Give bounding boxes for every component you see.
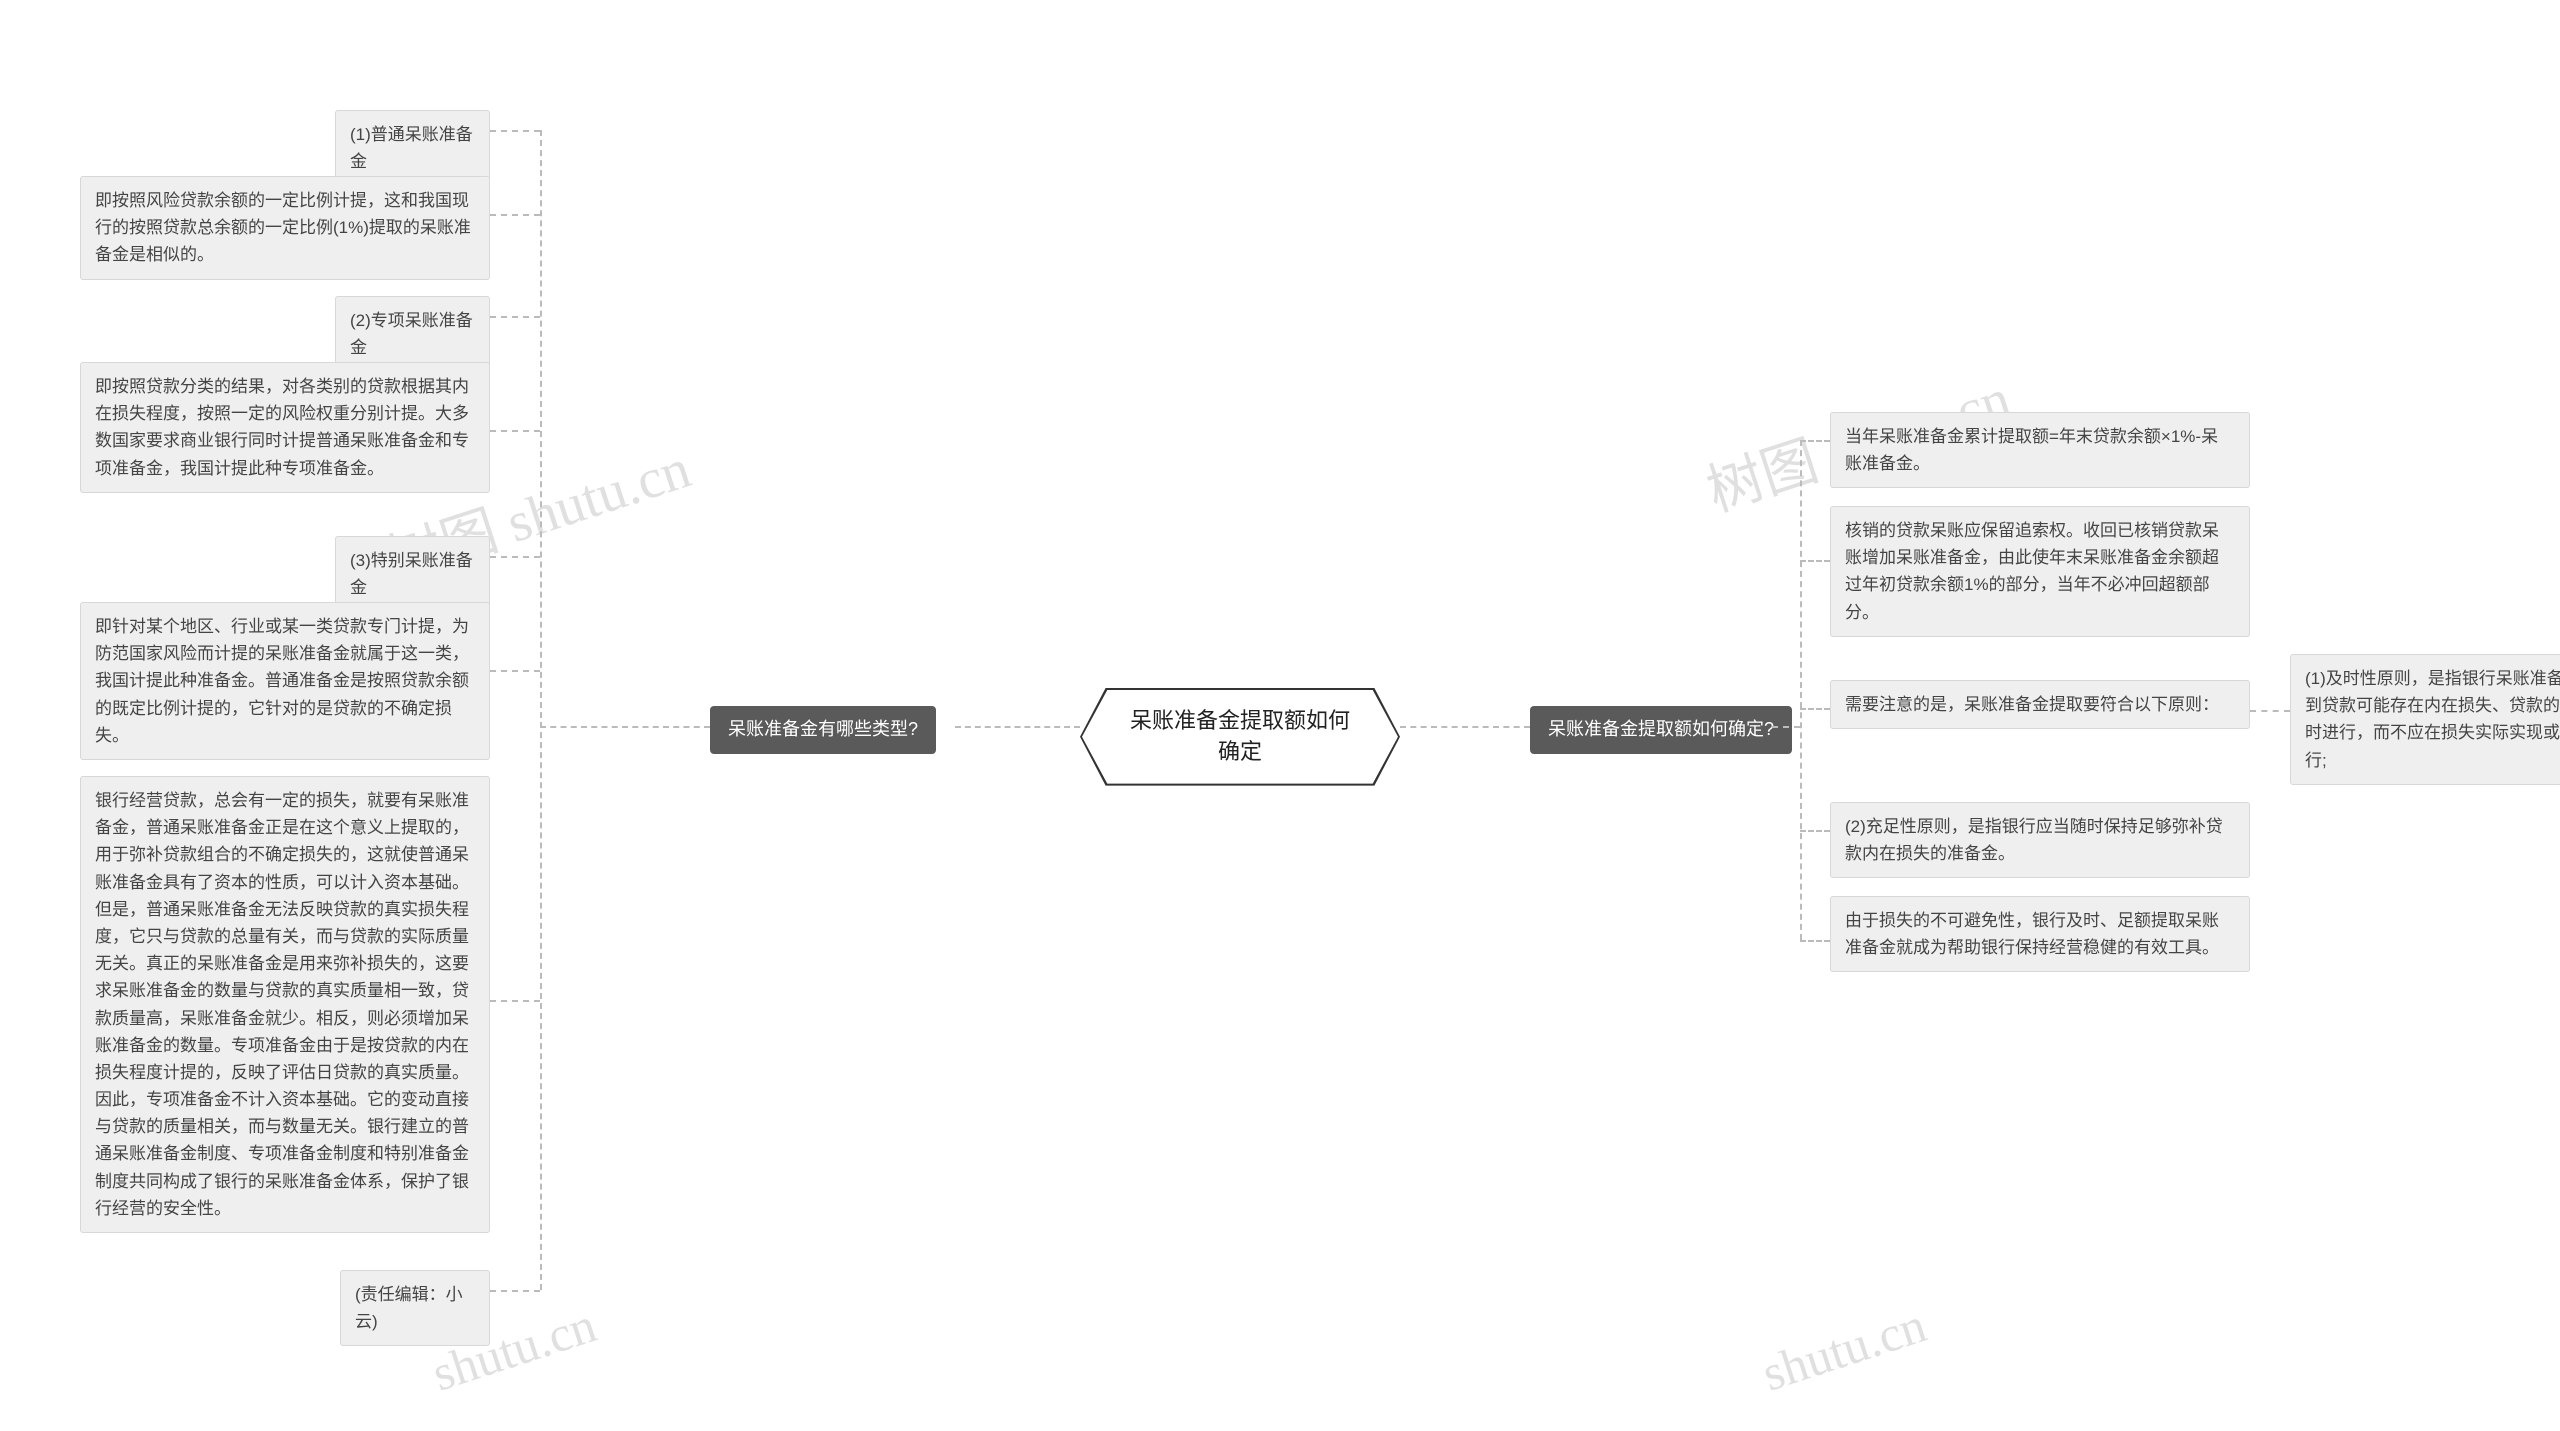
connector-h: [2250, 710, 2290, 712]
connector-h: [490, 1000, 540, 1002]
connector-h: [540, 726, 710, 728]
connector-h: [490, 556, 540, 558]
right-leaf-1: 核销的贷款呆账应保留追索权。收回已核销贷款呆账增加呆账准备金，由此使年末呆账准备…: [1830, 506, 2250, 637]
left-leaf-5: 即针对某个地区、行业或某一类贷款专门计提，为防范国家风险而计提的呆账准备金就属于…: [80, 602, 490, 760]
watermark: shutu.cn: [1755, 1295, 1933, 1402]
left-leaf-7: (责任编辑：小云): [340, 1270, 490, 1346]
connector-h: [490, 670, 540, 672]
left-leaf-1: 即按照风险贷款余额的一定比例计提，这和我国现行的按照贷款总余额的一定比例(1%)…: [80, 176, 490, 280]
connector-h: [1800, 440, 1830, 442]
connector-h: [1772, 726, 1800, 728]
left-branch: 呆账准备金有哪些类型?: [710, 706, 936, 754]
connector-h: [1800, 708, 1830, 710]
connector-h: [490, 430, 540, 432]
connector-h: [1800, 940, 1830, 942]
connector: [1400, 726, 1530, 728]
right-branch: 呆账准备金提取额如何确定?: [1530, 706, 1792, 754]
center-node: 呆账准备金提取额如何确定: [1080, 688, 1400, 786]
right-leaf-2-child: (1)及时性原则，是指银行呆账准备金的提取应在估计到贷款可能存在内在损失、贷款的…: [2290, 654, 2560, 785]
left-leaf-4: (3)特别呆账准备金: [335, 536, 490, 612]
connector-h: [490, 214, 540, 216]
left-leaf-2: (2)专项呆账准备金: [335, 296, 490, 372]
right-leaf-0: 当年呆账准备金累计提取额=年末贷款余额×1%-呆账准备金。: [1830, 412, 2250, 488]
left-leaf-6: 银行经营贷款，总会有一定的损失，就要有呆账准备金，普通呆账准备金正是在这个意义上…: [80, 776, 490, 1233]
center-title: 呆账准备金提取额如何确定: [1082, 690, 1398, 784]
connector-h: [490, 130, 540, 132]
connector-h: [490, 1290, 540, 1292]
connector-h: [1800, 560, 1830, 562]
connector-h: [1800, 830, 1830, 832]
connector-v: [540, 130, 542, 1290]
connector-h: [490, 316, 540, 318]
right-leaf-4: 由于损失的不可避免性，银行及时、足额提取呆账准备金就成为帮助银行保持经营稳健的有…: [1830, 896, 2250, 972]
right-leaf-3: (2)充足性原则，是指银行应当随时保持足够弥补贷款内在损失的准备金。: [1830, 802, 2250, 878]
right-leaf-2: 需要注意的是，呆账准备金提取要符合以下原则：: [1830, 680, 2250, 729]
connector-v: [1800, 440, 1802, 940]
connector: [955, 726, 1080, 728]
left-leaf-3: 即按照贷款分类的结果，对各类别的贷款根据其内在损失程度，按照一定的风险权重分别计…: [80, 362, 490, 493]
left-leaf-0: (1)普通呆账准备金: [335, 110, 490, 186]
